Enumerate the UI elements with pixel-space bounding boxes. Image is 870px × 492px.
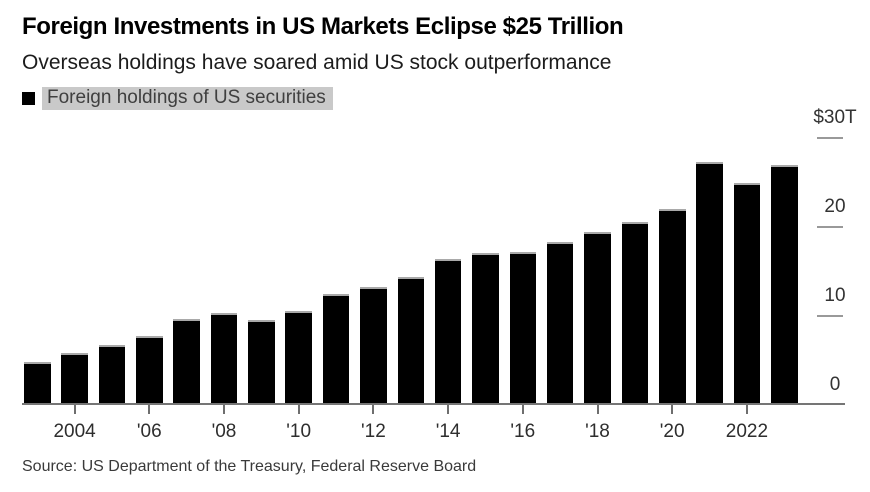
bar-2007	[173, 318, 200, 405]
bar-2004	[61, 352, 88, 405]
y-axis-label-10: 10	[824, 285, 846, 306]
bar-2010	[285, 310, 312, 405]
y-tick-20	[817, 226, 843, 228]
bar-2014	[434, 259, 462, 405]
x-axis-label-2010: '10	[286, 421, 312, 442]
x-axis-label-2012: '12	[361, 421, 386, 442]
legend-swatch-icon	[22, 91, 35, 105]
bar-2018	[584, 232, 611, 405]
x-tick-2018	[596, 405, 599, 414]
chart-subtitle: Overseas holdings have soared amid US st…	[22, 51, 612, 74]
x-tick-2010	[297, 405, 300, 414]
legend: Foreign holdings of US securities	[22, 86, 333, 110]
y-axis-label-0: 0	[829, 374, 841, 395]
bar-2003	[24, 362, 51, 405]
bar-2006	[136, 335, 163, 405]
x-tick-2020	[671, 405, 674, 414]
x-axis-label-2008: '08	[211, 421, 237, 442]
x-tick-2008	[223, 405, 225, 414]
bar-2021	[696, 162, 723, 405]
x-tick-2016	[521, 405, 524, 414]
bar-2015	[472, 252, 499, 405]
y-axis-label-30: $30T	[813, 107, 857, 128]
x-axis-label-2020: '20	[659, 421, 685, 442]
x-tick-2014	[447, 405, 450, 414]
bar-2022	[733, 182, 761, 405]
y-axis-label-20: 20	[824, 196, 846, 217]
bar-2008	[210, 313, 238, 405]
legend-label: Foreign holdings of US securities	[42, 86, 333, 110]
x-axis-label-2004: 2004	[53, 421, 96, 442]
x-axis-baseline	[22, 403, 845, 405]
source-note: Source: US Department of the Treasury, F…	[22, 458, 477, 475]
x-axis-label-2022: 2022	[725, 421, 769, 442]
bar-2013	[397, 276, 424, 405]
bar-2020	[659, 209, 686, 405]
x-axis-label-2006: '06	[136, 421, 162, 442]
bar-2019	[621, 221, 649, 405]
x-tick-2004	[73, 405, 76, 414]
bar-2023	[771, 164, 798, 405]
bar-2017	[546, 242, 574, 405]
x-axis-label-2014: '14	[435, 421, 461, 442]
bar-2009	[248, 320, 275, 405]
y-tick-10	[817, 315, 843, 317]
x-axis-label-2016: '16	[510, 421, 536, 442]
x-tick-2022	[745, 405, 748, 414]
chart-title: Foreign Investments in US Markets Eclips…	[22, 13, 624, 40]
y-tick-30	[817, 137, 843, 139]
bar-2016	[509, 251, 537, 405]
bar-2011	[322, 293, 350, 406]
bar-2012	[360, 286, 387, 405]
bar-2005	[98, 344, 126, 405]
x-tick-2006	[148, 405, 151, 414]
x-tick-2012	[372, 405, 375, 414]
x-axis-label-2018: '18	[585, 421, 610, 442]
